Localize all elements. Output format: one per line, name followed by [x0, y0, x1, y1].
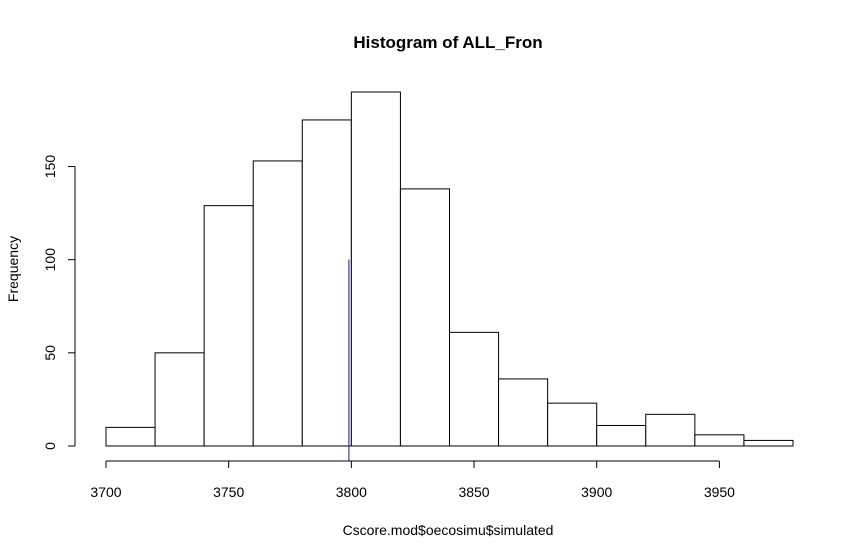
y-tick-label: 150	[42, 155, 58, 179]
y-tick-label: 0	[42, 442, 58, 450]
x-tick-label: 3750	[213, 484, 244, 500]
y-axis-label: Frequency	[5, 236, 21, 302]
histogram-bar	[106, 427, 155, 446]
x-tick-label: 3950	[704, 484, 735, 500]
histogram-bar	[204, 206, 253, 446]
y-axis: 0 50 100 150	[42, 155, 75, 450]
histogram-bar	[400, 189, 449, 446]
histogram-bar	[155, 353, 204, 446]
histogram-bars	[106, 92, 793, 446]
histogram-bar	[302, 120, 351, 446]
y-tick-label: 100	[42, 248, 58, 272]
histogram-bar	[499, 379, 548, 446]
chart-title: Histogram of ALL_Fron	[353, 33, 542, 52]
x-axis: 3700 3750 3800 3850 3900 3950	[90, 461, 735, 500]
x-axis-label: Cscore.mod$oecosimu$simulated	[343, 522, 554, 538]
histogram-bar	[744, 440, 793, 446]
histogram-bar	[548, 403, 597, 446]
x-tick-label: 3900	[581, 484, 612, 500]
histogram-bar	[351, 92, 400, 446]
histogram-bar	[450, 332, 499, 446]
histogram-bar	[646, 414, 695, 446]
y-tick-label: 50	[42, 345, 58, 361]
histogram-bar	[597, 426, 646, 446]
x-tick-label: 3850	[458, 484, 489, 500]
x-tick-label: 3800	[336, 484, 367, 500]
histogram-bar	[253, 161, 302, 446]
x-tick-label: 3700	[90, 484, 121, 500]
histogram-bar	[695, 435, 744, 446]
